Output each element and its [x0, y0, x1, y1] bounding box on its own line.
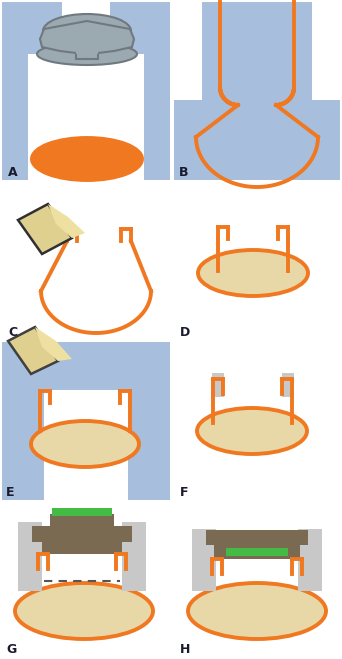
Bar — [2, 2, 170, 54]
Bar — [214, 545, 300, 559]
Bar — [128, 342, 170, 500]
Bar — [32, 2, 140, 180]
Bar — [122, 539, 146, 591]
Ellipse shape — [15, 583, 153, 639]
Bar — [2, 2, 170, 59]
Text: C: C — [8, 326, 17, 339]
Bar — [18, 522, 42, 554]
Text: D: D — [180, 326, 190, 339]
Bar — [57, 2, 73, 59]
Bar — [44, 432, 128, 500]
Text: B: B — [179, 166, 188, 179]
Bar — [2, 342, 170, 500]
Bar — [212, 373, 224, 397]
Ellipse shape — [198, 250, 308, 296]
Text: F: F — [180, 486, 188, 499]
Ellipse shape — [32, 138, 142, 180]
Bar — [2, 432, 170, 500]
Bar — [174, 2, 340, 180]
Ellipse shape — [188, 583, 326, 639]
Polygon shape — [40, 21, 134, 59]
Bar — [28, 25, 144, 180]
Polygon shape — [76, 33, 98, 48]
Bar — [122, 522, 146, 554]
Ellipse shape — [197, 408, 307, 454]
Polygon shape — [18, 204, 72, 254]
Bar — [99, 2, 115, 59]
Bar — [2, 342, 44, 500]
Ellipse shape — [43, 14, 131, 48]
Bar — [2, 2, 32, 180]
Text: E: E — [6, 486, 14, 499]
Bar — [140, 2, 170, 180]
Bar — [192, 543, 216, 591]
Bar — [226, 548, 288, 556]
Bar — [62, 2, 110, 54]
Bar — [44, 390, 128, 500]
Bar — [2, 2, 170, 180]
Bar — [50, 514, 114, 526]
Text: H: H — [180, 643, 190, 656]
Bar — [192, 529, 216, 559]
Bar — [298, 529, 322, 559]
Bar — [76, 44, 98, 54]
Polygon shape — [35, 327, 72, 361]
Bar — [18, 539, 42, 591]
Bar — [42, 542, 122, 554]
Bar — [174, 2, 202, 100]
Polygon shape — [8, 327, 58, 374]
Bar — [298, 543, 322, 591]
Bar — [282, 373, 294, 397]
Bar — [312, 2, 342, 100]
Text: A: A — [8, 166, 18, 179]
Bar — [52, 508, 112, 516]
Ellipse shape — [31, 421, 139, 467]
Bar — [2, 2, 170, 180]
Bar — [206, 530, 308, 545]
Bar — [57, 2, 115, 59]
Bar — [32, 526, 132, 542]
Text: G: G — [6, 643, 16, 656]
Polygon shape — [48, 204, 85, 238]
Ellipse shape — [37, 43, 137, 65]
